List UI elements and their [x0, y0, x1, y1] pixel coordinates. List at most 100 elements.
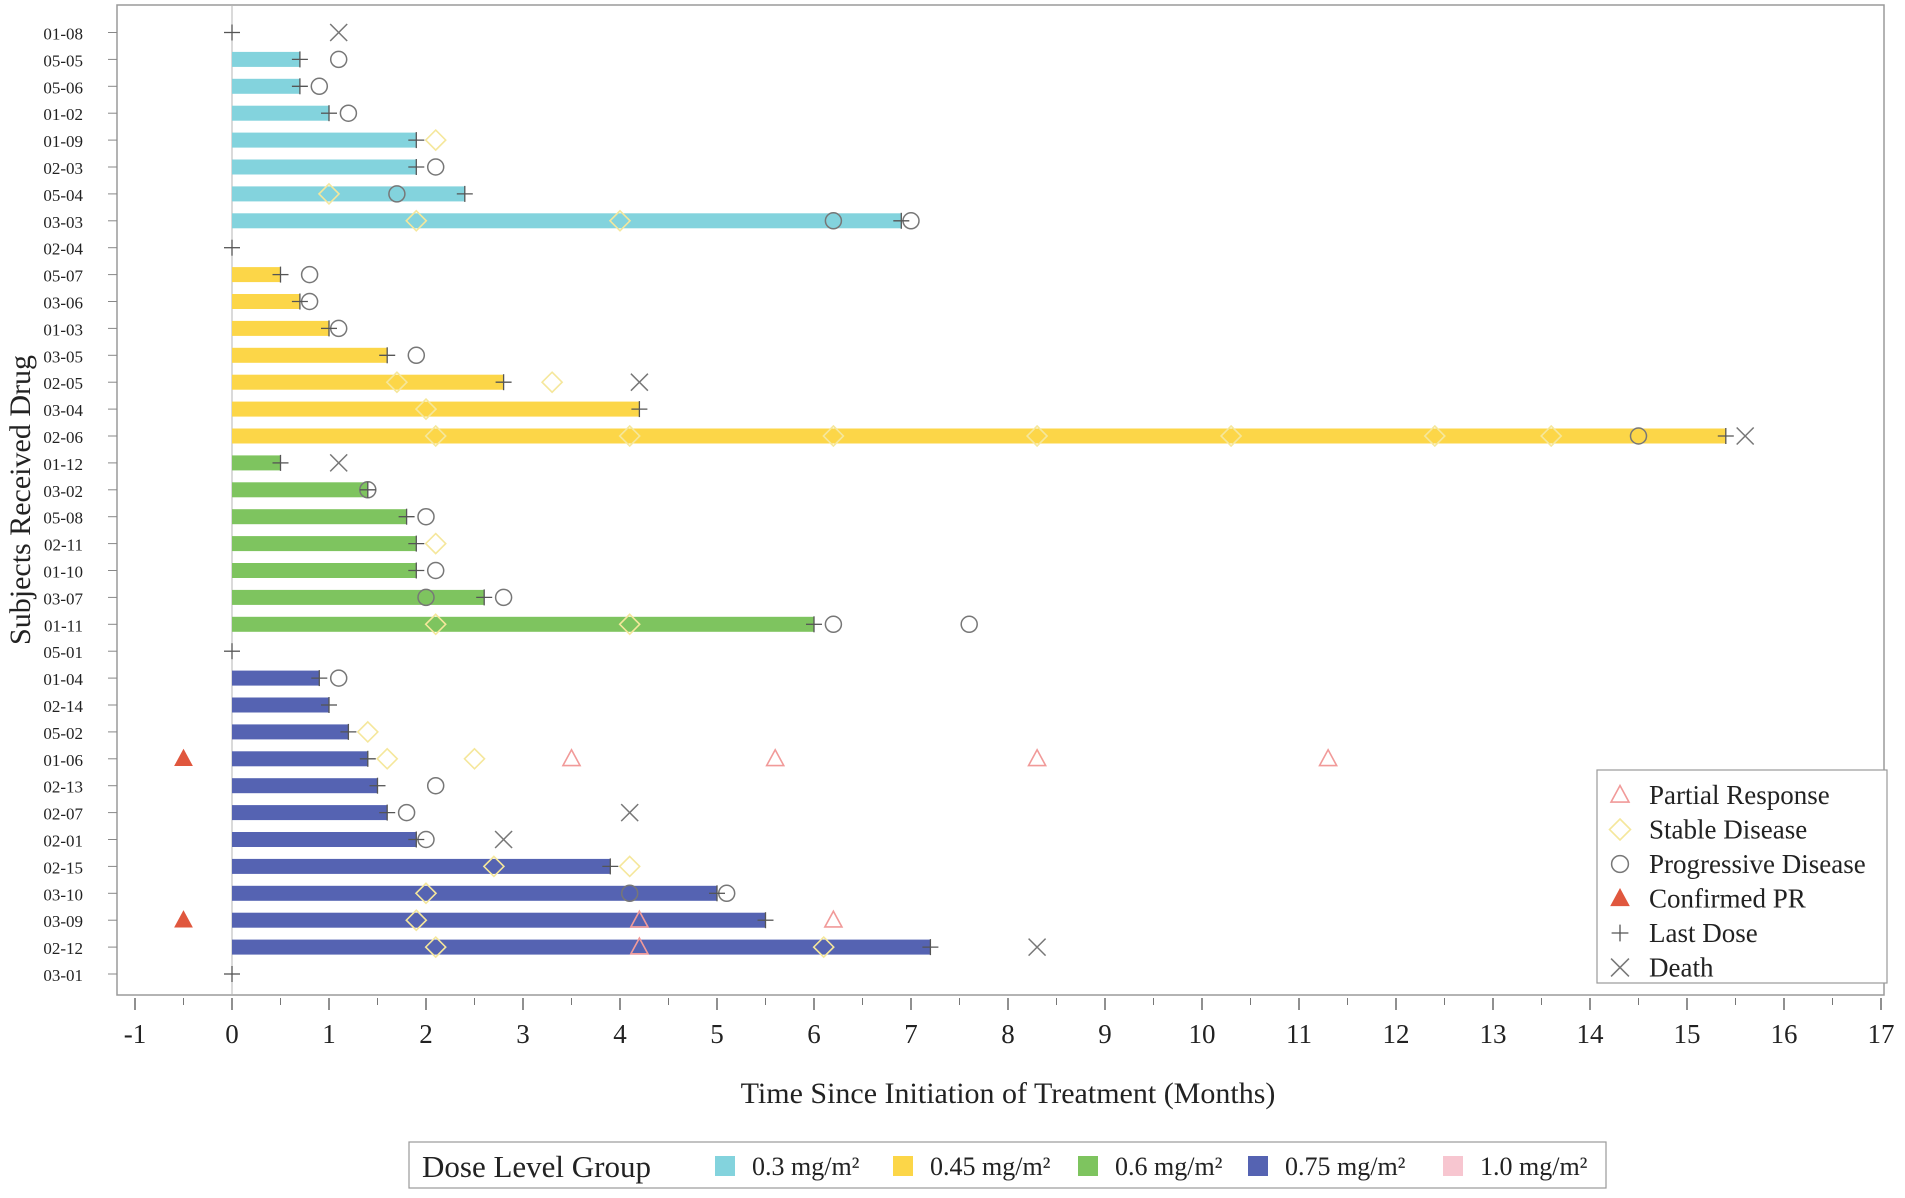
bar-03-10 — [232, 885, 717, 901]
death-marker — [1736, 426, 1755, 446]
stable-disease-marker — [812, 935, 835, 959]
last-dose-marker — [893, 212, 910, 229]
last-dose-marker — [291, 78, 308, 95]
progressive-disease-marker — [388, 185, 406, 203]
bar-02-12 — [232, 939, 931, 955]
stable-disease-marker — [414, 882, 438, 905]
death-stroke-b — [1736, 426, 1755, 446]
y-tick-label: 02-04 — [43, 240, 83, 259]
dose-swatch-0.75 — [1248, 1156, 1268, 1176]
y-tick-label: 03-06 — [43, 294, 83, 313]
y-tick-label: 01-06 — [43, 751, 83, 770]
last-dose-marker — [311, 670, 328, 687]
y-tick-label: 02-11 — [44, 536, 83, 555]
last-dose-marker — [272, 454, 289, 471]
x-tick-label: 5 — [710, 1019, 724, 1049]
dose-swatch-0.45 — [893, 1156, 913, 1176]
stable-disease-marker — [540, 371, 564, 394]
progressive-disease-marker — [339, 104, 358, 122]
confirmed-pr-marker — [174, 910, 193, 928]
death-marker — [494, 830, 513, 849]
last-dose-marker — [806, 616, 822, 633]
y-tick-label: 02-13 — [43, 778, 83, 797]
confirmed-pr-marker — [174, 748, 193, 767]
y-tick-label: 01-11 — [44, 616, 83, 635]
bar-05-08 — [232, 509, 407, 525]
y-tick-label: 01-09 — [43, 132, 83, 151]
legend-label-pr: Partial Response — [1649, 780, 1830, 810]
last-dose-marker — [408, 562, 425, 579]
progressive-disease-marker — [310, 77, 329, 96]
progressive-disease-marker — [824, 212, 843, 230]
y-tick-label: 03-04 — [43, 401, 83, 420]
progressive-disease-marker — [397, 803, 416, 822]
x-tick-label: 12 — [1383, 1019, 1410, 1049]
partial-response-marker — [1609, 783, 1631, 803]
dose-label-0.3: 0.3 mg/m² — [752, 1152, 860, 1181]
bar-03-05 — [232, 347, 388, 363]
partial-response-marker — [629, 909, 650, 928]
legend-label-pd: Progressive Disease — [1649, 849, 1866, 879]
last-dose-marker — [1717, 428, 1734, 444]
progressive-disease-marker — [417, 507, 435, 526]
x-tick-label: 0 — [225, 1019, 239, 1049]
last-dose-marker — [321, 697, 337, 713]
dose-label-1.0: 1.0 mg/m² — [1480, 1152, 1588, 1181]
stable-disease-marker — [463, 747, 486, 770]
death-stroke-b — [494, 830, 513, 849]
progressive-disease-marker — [329, 669, 348, 687]
death-marker — [1028, 938, 1047, 957]
stable-disease-marker — [405, 209, 428, 232]
confirmed-pr-marker — [1610, 888, 1630, 907]
last-dose-marker — [398, 508, 415, 525]
stable-disease-marker — [1219, 424, 1243, 448]
bars-layer — [232, 51, 1726, 955]
stable-disease-marker — [1423, 424, 1446, 448]
x-axis-title: Time Since Initiation of Treatment (Mont… — [741, 1077, 1276, 1110]
y-tick-label: 01-08 — [43, 25, 83, 44]
partial-response-marker — [765, 748, 786, 767]
stable-disease-marker — [405, 909, 428, 932]
dose-label-0.6: 0.6 mg/m² — [1115, 1152, 1223, 1181]
y-tick-label: 03-05 — [43, 347, 83, 366]
bar-02-01 — [232, 832, 417, 847]
bar-02-03 — [232, 159, 417, 175]
last-dose-marker — [359, 750, 376, 767]
last-dose-marker — [272, 266, 289, 283]
y-axis: 01-08 05-05 05-06 01-02 01-09 02-03 05-04 03-03… — [43, 25, 117, 985]
bar-02-14 — [232, 697, 329, 713]
x-tick-label: 1 — [322, 1019, 336, 1049]
stable-disease-marker — [1608, 817, 1632, 842]
y-tick-label: 05-08 — [43, 509, 83, 528]
markers-layer — [174, 23, 1755, 982]
y-tick-label: 03-02 — [43, 482, 83, 501]
bar-02-13 — [232, 778, 378, 794]
progressive-disease-marker — [494, 588, 513, 607]
last-dose-marker — [1611, 924, 1629, 942]
x-tick-label: 11 — [1286, 1019, 1312, 1049]
bar-01-02 — [232, 105, 329, 121]
y-axis-title: Subjects Received Drug — [4, 355, 37, 645]
x-tick-label: 4 — [613, 1019, 627, 1049]
legend-label-death: Death — [1649, 953, 1714, 983]
stable-disease-marker — [608, 209, 632, 232]
stable-disease-marker — [424, 532, 447, 555]
progressive-disease-marker — [1610, 854, 1630, 874]
x-tick-label: 17 — [1868, 1019, 1895, 1049]
bar-03-02 — [232, 482, 368, 498]
bar-02-07 — [232, 805, 388, 821]
stable-disease-marker — [424, 613, 447, 636]
bar-01-11 — [232, 616, 814, 632]
dose-swatch-1.0 — [1443, 1156, 1463, 1176]
stable-disease-marker — [414, 397, 438, 421]
x-tick-label: 10 — [1189, 1019, 1216, 1049]
y-tick-label: 05-01 — [43, 643, 83, 662]
x-tick-label: 2 — [419, 1019, 433, 1049]
bar-03-06 — [232, 294, 300, 309]
bar-05-06 — [232, 78, 300, 94]
progressive-disease-marker — [1629, 427, 1648, 445]
death-stroke-b — [329, 23, 348, 42]
last-dose-marker — [321, 320, 337, 337]
partial-response-marker — [629, 936, 650, 955]
